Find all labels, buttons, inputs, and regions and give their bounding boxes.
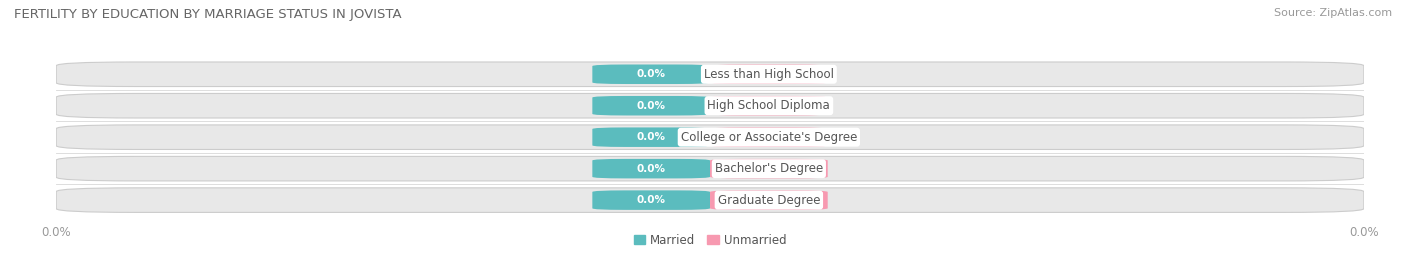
FancyBboxPatch shape [56, 62, 1364, 87]
FancyBboxPatch shape [592, 190, 710, 210]
FancyBboxPatch shape [710, 128, 828, 147]
Text: Less than High School: Less than High School [704, 68, 834, 81]
FancyBboxPatch shape [592, 128, 710, 147]
FancyBboxPatch shape [592, 96, 710, 115]
Legend: Married, Unmarried: Married, Unmarried [628, 229, 792, 251]
Text: 0.0%: 0.0% [637, 132, 665, 142]
FancyBboxPatch shape [56, 93, 1364, 118]
Text: 0.0%: 0.0% [755, 195, 783, 205]
FancyBboxPatch shape [710, 96, 828, 115]
Text: 0.0%: 0.0% [755, 164, 783, 174]
Text: Source: ZipAtlas.com: Source: ZipAtlas.com [1274, 8, 1392, 18]
Text: 0.0%: 0.0% [637, 164, 665, 174]
Text: 0.0%: 0.0% [755, 132, 783, 142]
FancyBboxPatch shape [56, 188, 1364, 213]
FancyBboxPatch shape [592, 65, 710, 84]
Text: 0.0%: 0.0% [637, 69, 665, 79]
Text: 0.0%: 0.0% [755, 101, 783, 111]
FancyBboxPatch shape [710, 190, 828, 210]
Text: 0.0%: 0.0% [637, 195, 665, 205]
Text: 0.0%: 0.0% [637, 101, 665, 111]
Text: Bachelor's Degree: Bachelor's Degree [714, 162, 823, 175]
FancyBboxPatch shape [592, 159, 710, 178]
FancyBboxPatch shape [710, 159, 828, 178]
FancyBboxPatch shape [710, 65, 828, 84]
Text: College or Associate's Degree: College or Associate's Degree [681, 131, 858, 144]
Text: 0.0%: 0.0% [755, 69, 783, 79]
FancyBboxPatch shape [56, 156, 1364, 181]
FancyBboxPatch shape [56, 125, 1364, 150]
Text: FERTILITY BY EDUCATION BY MARRIAGE STATUS IN JOVISTA: FERTILITY BY EDUCATION BY MARRIAGE STATU… [14, 8, 402, 21]
Text: Graduate Degree: Graduate Degree [717, 194, 820, 207]
Text: High School Diploma: High School Diploma [707, 99, 831, 112]
